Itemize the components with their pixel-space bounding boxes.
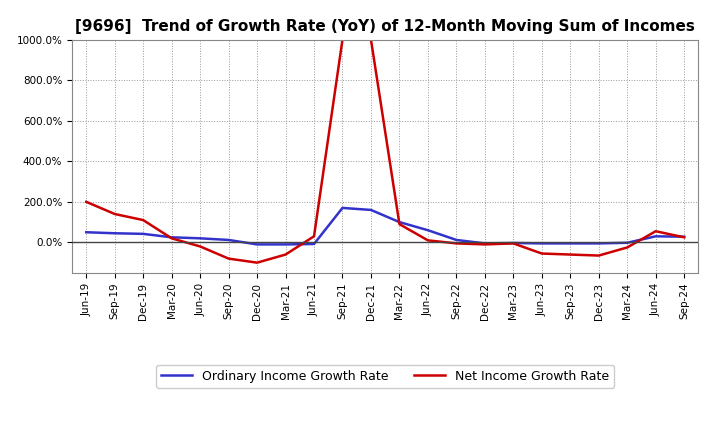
Ordinary Income Growth Rate <box>167 235 176 240</box>
Net Income Growth Rate <box>110 211 119 216</box>
Net Income Growth Rate <box>366 37 375 42</box>
Net Income Growth Rate <box>623 245 631 250</box>
Ordinary Income Growth Rate <box>680 234 688 239</box>
Title: [9696]  Trend of Growth Rate (YoY) of 12-Month Moving Sum of Incomes: [9696] Trend of Growth Rate (YoY) of 12-… <box>76 19 695 34</box>
Ordinary Income Growth Rate <box>282 242 290 247</box>
Ordinary Income Growth Rate <box>366 207 375 213</box>
Ordinary Income Growth Rate <box>395 220 404 225</box>
Line: Net Income Growth Rate: Net Income Growth Rate <box>86 40 684 263</box>
Net Income Growth Rate <box>167 236 176 241</box>
Net Income Growth Rate <box>225 256 233 261</box>
Ordinary Income Growth Rate <box>82 230 91 235</box>
Net Income Growth Rate <box>680 235 688 240</box>
Ordinary Income Growth Rate <box>196 236 204 241</box>
Ordinary Income Growth Rate <box>452 237 461 242</box>
Ordinary Income Growth Rate <box>623 240 631 246</box>
Net Income Growth Rate <box>338 37 347 42</box>
Ordinary Income Growth Rate <box>110 231 119 236</box>
Ordinary Income Growth Rate <box>480 241 489 246</box>
Net Income Growth Rate <box>310 234 318 239</box>
Line: Ordinary Income Growth Rate: Ordinary Income Growth Rate <box>86 208 684 244</box>
Ordinary Income Growth Rate <box>652 234 660 239</box>
Net Income Growth Rate <box>509 241 518 246</box>
Net Income Growth Rate <box>196 244 204 249</box>
Ordinary Income Growth Rate <box>225 237 233 242</box>
Ordinary Income Growth Rate <box>595 241 603 246</box>
Net Income Growth Rate <box>595 253 603 258</box>
Net Income Growth Rate <box>282 252 290 257</box>
Net Income Growth Rate <box>480 242 489 247</box>
Ordinary Income Growth Rate <box>537 241 546 246</box>
Net Income Growth Rate <box>452 241 461 246</box>
Net Income Growth Rate <box>537 251 546 256</box>
Net Income Growth Rate <box>566 252 575 257</box>
Ordinary Income Growth Rate <box>509 240 518 246</box>
Ordinary Income Growth Rate <box>338 205 347 211</box>
Net Income Growth Rate <box>139 217 148 223</box>
Ordinary Income Growth Rate <box>139 231 148 237</box>
Net Income Growth Rate <box>395 221 404 227</box>
Ordinary Income Growth Rate <box>253 242 261 247</box>
Ordinary Income Growth Rate <box>566 241 575 246</box>
Ordinary Income Growth Rate <box>310 242 318 247</box>
Net Income Growth Rate <box>253 260 261 265</box>
Net Income Growth Rate <box>423 238 432 243</box>
Net Income Growth Rate <box>652 229 660 234</box>
Net Income Growth Rate <box>82 199 91 205</box>
Legend: Ordinary Income Growth Rate, Net Income Growth Rate: Ordinary Income Growth Rate, Net Income … <box>156 365 614 388</box>
Ordinary Income Growth Rate <box>423 227 432 233</box>
